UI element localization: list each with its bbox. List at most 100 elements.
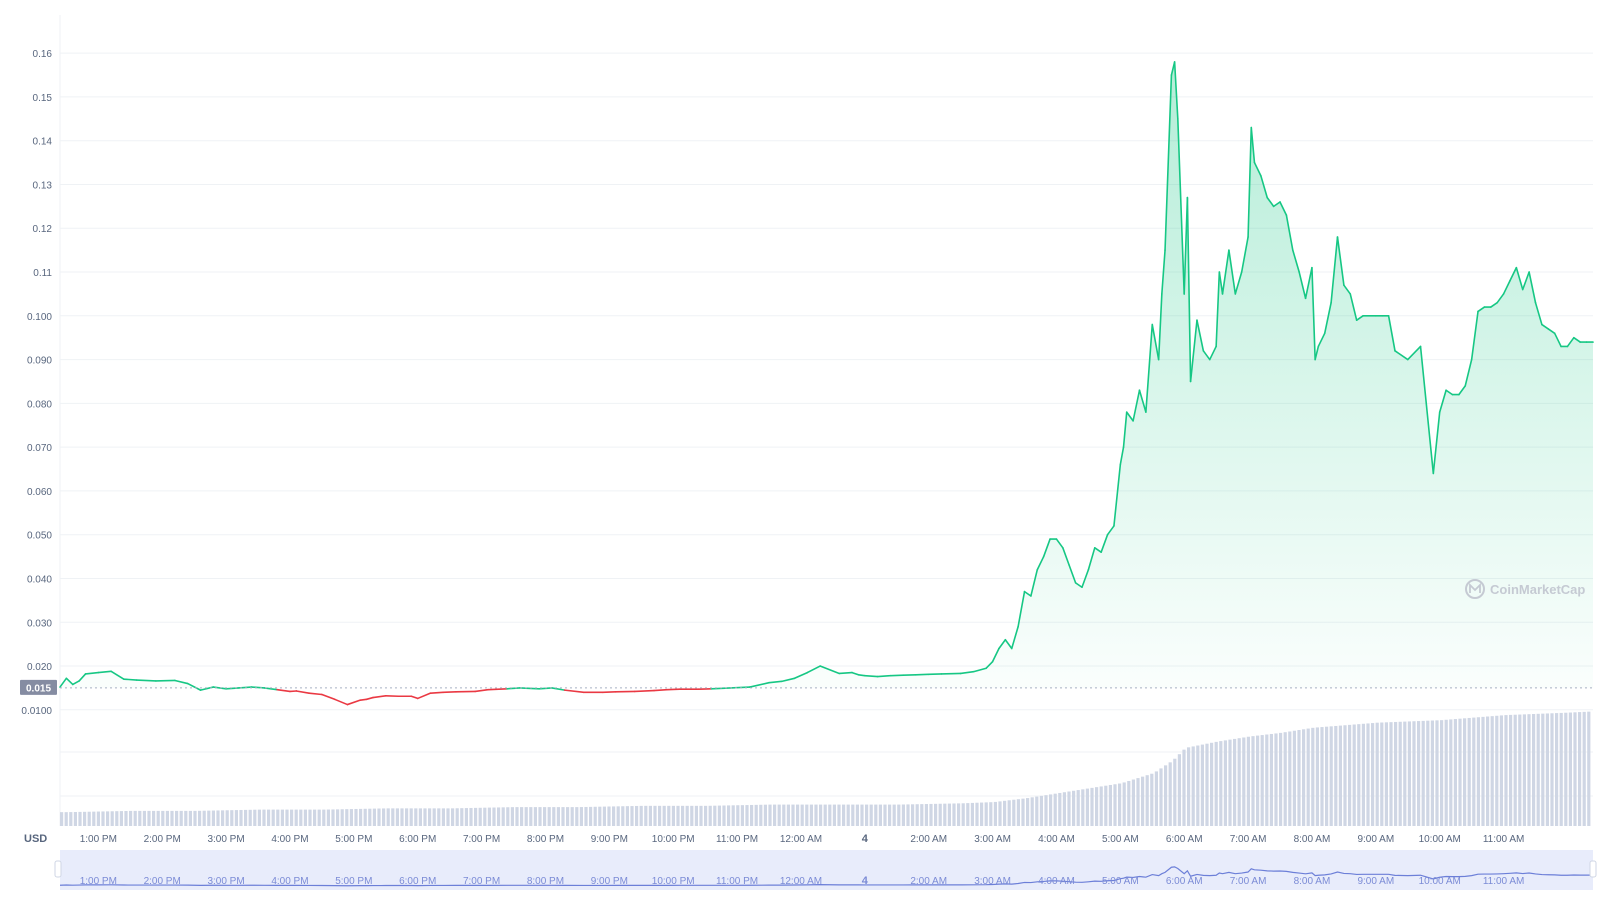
volume-bar: [1104, 786, 1107, 826]
volume-bar: [732, 805, 735, 826]
volume-bar: [985, 802, 988, 826]
volume-bar: [575, 807, 578, 826]
volume-bar: [272, 810, 275, 826]
volume-bar: [1164, 765, 1167, 826]
volume-bar: [755, 805, 758, 826]
volume-bar: [1012, 800, 1015, 826]
volume-bar: [74, 812, 77, 826]
volume-bar: [594, 807, 597, 826]
volume-bar: [1192, 746, 1195, 826]
navigator-tick-label: 10:00 AM: [1419, 876, 1461, 887]
volume-bar: [663, 806, 666, 826]
navigator-tick-label: 12:00 AM: [780, 876, 822, 887]
x-tick-label: 7:00 PM: [463, 834, 500, 845]
volume-bar: [1431, 721, 1434, 826]
volume-bar: [686, 806, 689, 826]
volume-bar: [1353, 725, 1356, 826]
volume-bar: [943, 804, 946, 826]
volume-bar: [1238, 738, 1241, 826]
volume-bar: [1008, 800, 1011, 826]
volume-bar: [1412, 721, 1415, 826]
volume-bar: [764, 805, 767, 826]
volume-bar: [193, 811, 196, 826]
volume-bar: [488, 808, 491, 826]
volume-bar: [175, 811, 178, 826]
volume-bar: [1274, 733, 1277, 826]
price-line-segment: [411, 696, 417, 698]
volume-bar: [1127, 781, 1130, 826]
volume-bar: [1118, 784, 1121, 826]
volume-bar: [1491, 716, 1494, 826]
volume-bar: [525, 807, 528, 826]
x-tick-label: 9:00 AM: [1357, 834, 1394, 845]
x-tick-label: 10:00 PM: [652, 834, 695, 845]
volume-bar: [1376, 723, 1379, 826]
volume-bar: [975, 803, 978, 826]
volume-bar: [143, 811, 146, 826]
x-tick-label: 11:00 AM: [1483, 834, 1525, 845]
volume-bar: [1090, 788, 1093, 826]
volume-bar: [322, 810, 325, 826]
volume-bar: [906, 804, 909, 826]
volume-bar: [1288, 731, 1291, 826]
x-tick-label: 9:00 PM: [591, 834, 628, 845]
y-tick-label: 0.070: [27, 443, 52, 454]
x-tick-label: 4:00 PM: [271, 834, 308, 845]
navigator-left-handle[interactable]: [55, 861, 61, 877]
navigator-tick-label: 8:00 PM: [527, 876, 564, 887]
volume-bar: [1224, 740, 1227, 826]
x-tick-label: 5:00 PM: [335, 834, 372, 845]
volume-bar: [1445, 720, 1448, 826]
volume-bar: [1081, 789, 1084, 826]
volume-bar: [515, 807, 518, 826]
volume-bar: [1339, 726, 1342, 826]
volume-bar: [341, 809, 344, 826]
volume-bar: [1247, 737, 1250, 826]
navigator-right-handle[interactable]: [1590, 861, 1596, 877]
volume-bar: [1560, 713, 1563, 826]
volume-bar: [837, 805, 840, 826]
x-tick-label: 2:00 AM: [910, 834, 947, 845]
volume-bar: [1449, 719, 1452, 826]
volume-bar: [520, 807, 523, 826]
volume-bar: [1072, 791, 1075, 826]
volume-bar: [607, 807, 610, 826]
volume-bar: [1100, 786, 1103, 826]
navigator-tick-label: 5:00 PM: [335, 876, 372, 887]
volume-bar: [1316, 727, 1319, 826]
volume-bar: [138, 811, 141, 826]
volume-bar: [414, 808, 417, 826]
volume-bar: [152, 811, 155, 826]
volume-bar: [1578, 712, 1581, 826]
volume-bar: [745, 805, 748, 826]
price-line-segment: [335, 699, 348, 704]
volume-bar: [1486, 717, 1489, 826]
volume-bar: [101, 811, 104, 826]
volume-bar: [879, 805, 882, 826]
volume-bar: [249, 810, 252, 826]
x-tick-label: 7:00 AM: [1230, 834, 1267, 845]
volume-bar: [1187, 747, 1190, 826]
navigator-tick-label: 7:00 AM: [1230, 876, 1267, 887]
volume-bar: [893, 805, 896, 826]
navigator-tick-label: 2:00 PM: [144, 876, 181, 887]
volume-bar: [911, 804, 914, 826]
volume-bar: [134, 811, 137, 826]
volume-bar: [267, 810, 270, 826]
x-tick-label: 6:00 AM: [1166, 834, 1203, 845]
volume-bar: [1284, 732, 1287, 826]
volume-bar: [1021, 799, 1024, 826]
volume-bar: [727, 805, 730, 826]
y-tick-label: 0.050: [27, 531, 52, 542]
volume-bar: [92, 812, 95, 826]
volume-bar: [768, 805, 771, 826]
volume-bar: [1371, 723, 1374, 826]
y-tick-label: 0.090: [27, 356, 52, 367]
price-line-segment: [252, 687, 265, 688]
price-line-segment: [296, 691, 309, 693]
volume-bar: [589, 807, 592, 826]
volume-bar: [1155, 771, 1158, 826]
volume-bar: [1035, 797, 1038, 826]
volume-bar: [295, 810, 298, 826]
